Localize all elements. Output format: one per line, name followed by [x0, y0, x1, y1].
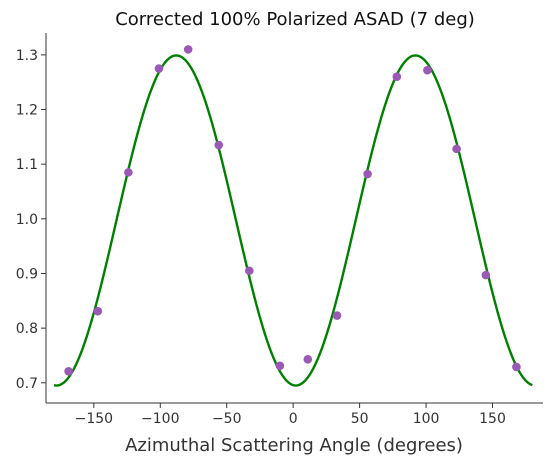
y-tick-label: 0.7	[16, 376, 38, 392]
data-point	[452, 144, 461, 154]
data-point	[183, 45, 193, 54]
data-point	[481, 270, 491, 280]
data-point	[154, 64, 164, 73]
y-axis-ticks: 0.7 0.8 0.9 1.0 1.1 1.2 1.3	[16, 48, 46, 392]
y-tick-label: 0.9	[16, 266, 38, 282]
data-point	[64, 367, 73, 376]
y-tick-label: 1.3	[16, 48, 38, 64]
data-point	[363, 169, 372, 179]
y-tick-label: 1.0	[16, 212, 38, 228]
x-tick-label: −150	[75, 411, 113, 427]
y-tick-label: 1.2	[16, 103, 38, 119]
data-point	[332, 311, 342, 320]
plot-area	[53, 45, 533, 387]
data-point	[512, 362, 521, 372]
x-tick-label: 50	[351, 411, 369, 427]
x-axis-ticks: −150 −100 −50 0 50 100 150	[75, 403, 506, 427]
data-point	[124, 168, 133, 177]
data-point	[214, 140, 224, 150]
data-point	[423, 65, 432, 75]
x-axis-title: Azimuthal Scattering Angle (degrees)	[125, 435, 463, 456]
data-point	[245, 266, 254, 276]
x-tick-label: 100	[413, 411, 440, 427]
x-tick-label: −100	[141, 411, 179, 427]
chart-title: Corrected 100% Polarized ASAD (7 deg)	[115, 9, 475, 30]
fit-curve	[53, 54, 533, 387]
y-tick-label: 0.8	[16, 321, 38, 337]
x-tick-label: 150	[479, 411, 506, 427]
data-point	[275, 361, 285, 371]
data-point	[93, 306, 103, 316]
y-tick-label: 1.1	[16, 157, 38, 173]
x-tick-label: 0	[289, 411, 298, 427]
x-tick-label: −50	[212, 411, 242, 427]
data-point	[392, 72, 402, 82]
data-point	[303, 354, 313, 364]
